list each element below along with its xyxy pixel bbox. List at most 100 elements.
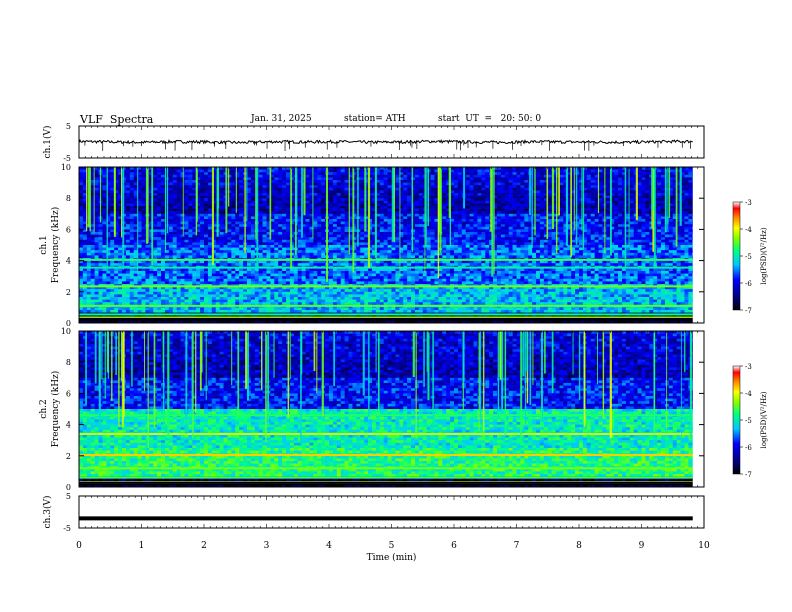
spectrogram-cell	[606, 227, 610, 230]
spectrogram-cell	[559, 175, 563, 178]
spectrogram-cell	[227, 224, 231, 227]
spectrogram-cell	[466, 206, 470, 209]
spectrogram-cell	[466, 237, 470, 240]
spectrogram-cell	[184, 190, 188, 193]
spectrogram-cell	[153, 235, 157, 238]
spectrogram-cell	[114, 240, 118, 243]
spectrogram-cell	[505, 193, 509, 196]
spectrogram-cell	[333, 211, 337, 214]
spectrogram-cell	[341, 198, 345, 201]
spectrogram-cell	[142, 216, 146, 219]
spectrogram-cell	[684, 183, 688, 186]
spectrogram-cell	[591, 201, 595, 204]
spectrogram-cell	[337, 177, 341, 180]
spectrogram-cell	[661, 227, 665, 230]
spectrogram-cell	[630, 206, 634, 209]
spectrogram-cell	[587, 190, 591, 193]
spectrogram-cell	[595, 232, 599, 235]
spectrogram-cell	[454, 190, 458, 193]
spectrogram-cell	[345, 188, 349, 191]
spectrogram-cell	[345, 222, 349, 225]
spectrogram-cell	[91, 240, 95, 243]
spectrogram-cell	[173, 240, 177, 243]
spectrogram-cell	[173, 190, 177, 193]
spectrogram-cell	[360, 170, 364, 173]
spectrogram-cell	[415, 183, 419, 186]
spectrogram-cell	[481, 201, 485, 204]
spectrogram-cell	[618, 211, 622, 214]
spectrogram-cell	[126, 206, 130, 209]
spectrogram-cell	[337, 224, 341, 227]
spectrogram-cell	[177, 216, 181, 219]
spectrogram-cell	[684, 229, 688, 232]
spectrogram-cell	[360, 209, 364, 212]
spectrogram-cell	[536, 211, 540, 214]
spectrogram-cell	[466, 229, 470, 232]
spectrogram-cell	[630, 229, 634, 232]
spectrogram-cell	[263, 170, 267, 173]
spectrogram-cell	[345, 196, 349, 199]
spectrogram-cell	[403, 211, 407, 214]
spectrogram-cell	[458, 229, 462, 232]
spectrogram-cell	[161, 222, 165, 225]
spectrogram-cell	[161, 232, 165, 235]
spectrogram-cell	[333, 214, 337, 217]
spectrogram-cell	[161, 211, 165, 214]
spectrogram-cell	[520, 175, 524, 178]
spectrogram-cell	[477, 185, 481, 188]
spectrogram-cell	[614, 235, 618, 238]
spectrogram-cell	[251, 211, 255, 214]
spectrogram-cell	[95, 198, 99, 201]
spectrogram-cell	[157, 185, 161, 188]
spectrogram-cell	[231, 211, 235, 214]
spectrogram-cell	[333, 227, 337, 230]
spectrogram-cell	[661, 211, 665, 214]
spectrogram-cell	[579, 216, 583, 219]
spectrogram-cell	[388, 185, 392, 188]
spectrogram-cell	[345, 206, 349, 209]
spectrogram-cell	[470, 193, 474, 196]
spectrogram-cell	[200, 224, 204, 227]
spectrogram-cell	[501, 203, 505, 206]
spectrogram-cell	[306, 216, 310, 219]
spectrogram-cell	[380, 196, 384, 199]
spectrogram-cell	[329, 183, 333, 186]
spectrogram-cell	[579, 235, 583, 238]
spectrogram-cell	[513, 180, 517, 183]
spectrogram-cell	[684, 196, 688, 199]
spectrogram-cell	[181, 209, 185, 212]
spectrogram-cell	[505, 224, 509, 227]
spectrogram-cell	[509, 175, 513, 178]
spectrogram-cell	[114, 237, 118, 240]
spectrogram-cell	[657, 235, 661, 238]
spectrogram-cell	[606, 185, 610, 188]
spectrogram-cell	[618, 203, 622, 206]
spectrogram-cell	[505, 206, 509, 209]
spectrogram-cell	[599, 229, 603, 232]
spectrogram-cell	[638, 229, 642, 232]
spectrogram-cell	[333, 177, 337, 180]
spectrogram-cell	[466, 198, 470, 201]
spectrogram-cell	[251, 229, 255, 232]
spectrogram-cell	[227, 214, 231, 217]
spectrogram-cell	[559, 193, 563, 196]
spectrogram-cell	[579, 177, 583, 180]
spectrogram-cell	[153, 237, 157, 240]
spectrogram-cell	[278, 216, 282, 219]
spectrogram-cell	[360, 172, 364, 175]
spectrogram-cell	[337, 206, 341, 209]
spectrogram-cell	[403, 201, 407, 204]
spectrogram-cell	[645, 227, 649, 230]
spectrogram-cell	[138, 193, 142, 196]
spectrogram-cell	[333, 235, 337, 238]
spectrogram-cell	[231, 188, 235, 191]
spectrogram-cell	[102, 190, 106, 193]
spectrogram-cell	[474, 172, 478, 175]
spectrogram-cell	[313, 190, 317, 193]
spectrogram-cell	[177, 198, 181, 201]
spectrogram-cell	[513, 216, 517, 219]
spectrogram-cell	[458, 232, 462, 235]
spectrogram-cell	[360, 211, 364, 214]
spectrogram-cell	[657, 211, 661, 214]
spectrogram-cell	[415, 172, 419, 175]
